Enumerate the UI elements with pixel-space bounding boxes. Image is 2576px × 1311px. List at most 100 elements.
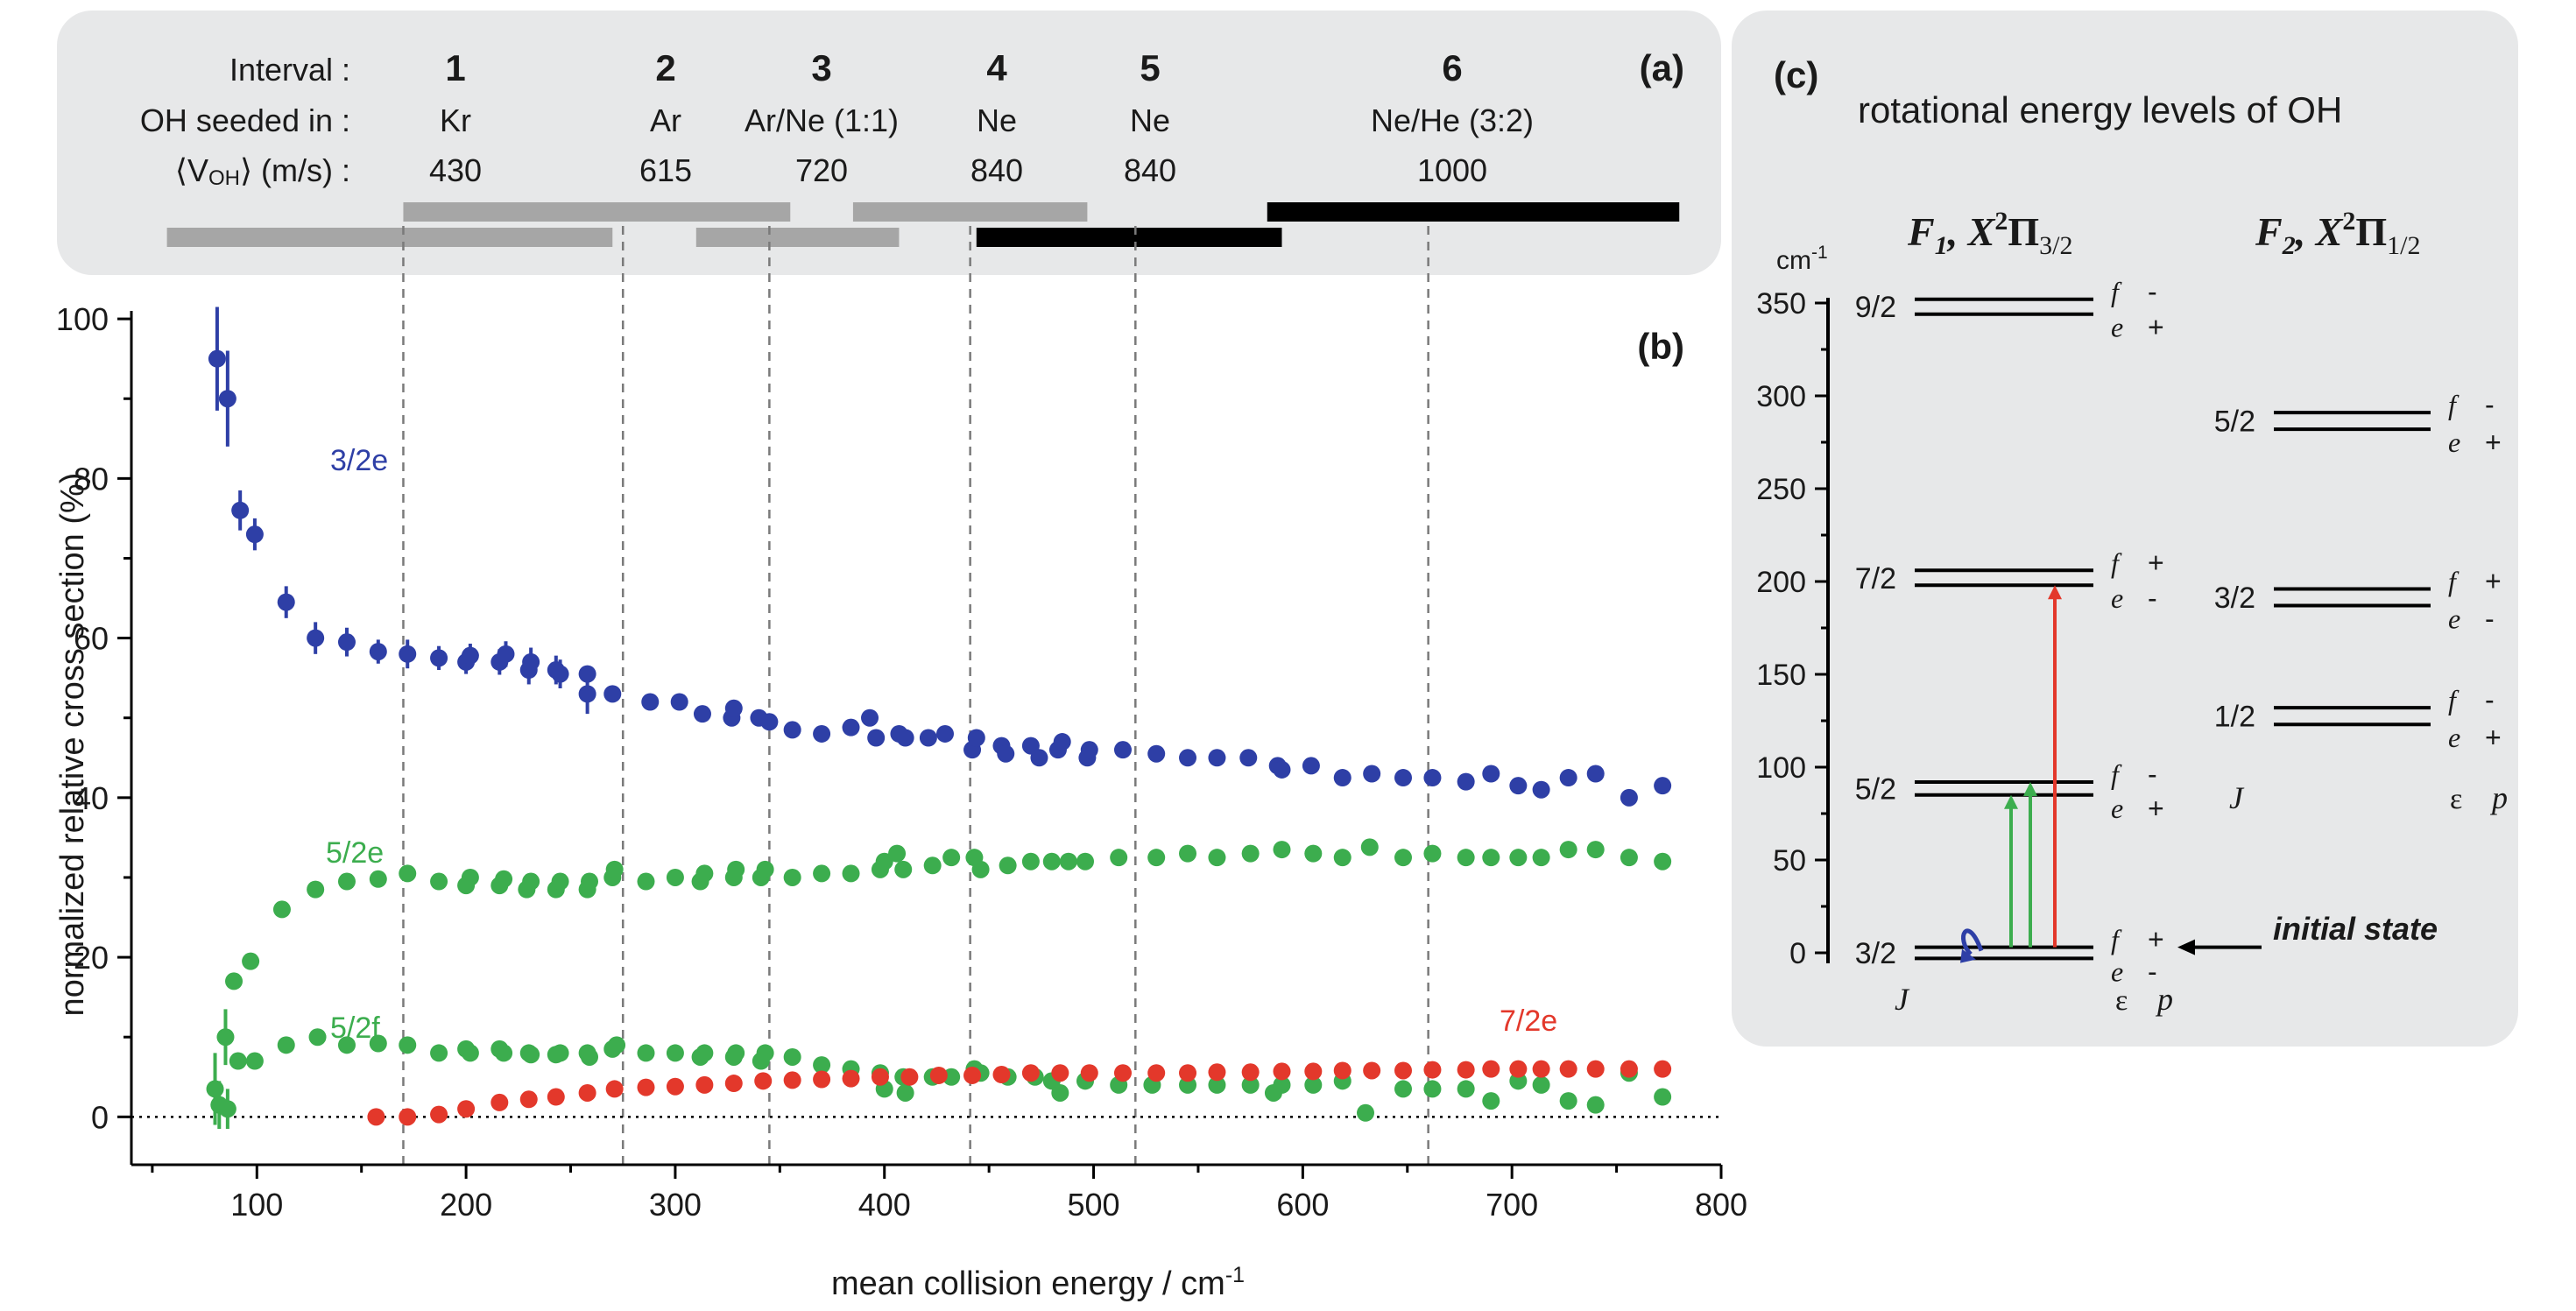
data-point [367, 1108, 385, 1126]
data-point [1532, 1060, 1550, 1078]
interval-divider-lines [402, 226, 1429, 1165]
energy-tick-label: 300 [1756, 380, 1806, 413]
data-point [1423, 1080, 1442, 1098]
data-point [695, 1075, 714, 1094]
series-labels: 3/2e 5/2e 5/2f 7/2e [326, 444, 1557, 1045]
data-point [783, 721, 801, 739]
x-tick-label: 300 [649, 1187, 702, 1223]
data-point [1482, 1060, 1500, 1078]
data-point [1179, 844, 1197, 863]
energy-tick-label: 200 [1756, 566, 1806, 599]
data-point [935, 724, 954, 743]
series-3-2e [208, 307, 1672, 807]
data-point [1042, 852, 1061, 870]
data-point [967, 729, 985, 747]
data-point [430, 1105, 448, 1124]
data-point [1208, 849, 1226, 867]
data-point [1080, 741, 1098, 759]
data-point [490, 1093, 509, 1111]
data-point [1620, 788, 1638, 807]
data-point [461, 1044, 479, 1062]
data-point [783, 868, 801, 886]
data-point [1457, 1080, 1475, 1098]
data-point [547, 1088, 565, 1106]
data-point [369, 643, 387, 661]
energy-tick-label: 350 [1756, 287, 1806, 321]
data-point [1654, 1088, 1672, 1106]
y-tick-label: 0 [91, 1099, 109, 1135]
data-point [813, 1070, 831, 1089]
f1-header: F1, X2Π3/2 [1907, 207, 2073, 260]
series-5-2e [225, 838, 1672, 990]
data-point [1304, 1075, 1323, 1094]
data-point [1302, 757, 1320, 775]
data-point [1620, 1060, 1638, 1078]
f2-col-p: p [2489, 780, 2508, 815]
data-point [522, 652, 540, 671]
data-point [695, 1044, 714, 1062]
data-point [461, 868, 479, 886]
data-point [666, 1044, 684, 1062]
panel-c-title: rotational energy levels of OH [1858, 89, 2342, 130]
data-point [666, 868, 684, 886]
interval-number: 5 [1140, 47, 1160, 88]
data-point [1654, 852, 1672, 870]
data-point [225, 972, 243, 990]
y-tick-label: 100 [56, 301, 109, 337]
data-point [229, 1052, 247, 1070]
data-point [1559, 1060, 1577, 1078]
data-point [1559, 1092, 1577, 1110]
data-point [1423, 1061, 1442, 1079]
data-point [1482, 1092, 1500, 1110]
interval-velocity: 720 [795, 152, 848, 188]
data-point [1239, 749, 1258, 767]
y-axis-title: normalized relative cross section (%) [54, 473, 91, 1017]
data-point [497, 645, 515, 663]
data-point [695, 864, 714, 883]
parity-e-label: e [2448, 426, 2460, 458]
x-tick-label: 700 [1486, 1187, 1538, 1223]
data-point [813, 864, 831, 883]
data-point [1021, 852, 1040, 870]
data-point [813, 1056, 831, 1075]
axes: 100 200 300 400 500 600 700 800 0 20 40 60 80 100 [56, 301, 1747, 1223]
data-point [245, 525, 264, 544]
parity-e-label: e [2448, 603, 2460, 635]
data-point [923, 856, 942, 875]
data-point [551, 872, 569, 891]
data-point [670, 693, 688, 711]
data-point [641, 693, 660, 711]
data-point [992, 1066, 1011, 1084]
parity-sign-lower: + [2148, 312, 2164, 343]
data-point [1030, 749, 1048, 767]
data-point [1208, 1063, 1226, 1082]
chart-panel-b: (b) 100 200 300 400 500 600 700 800020406080100… [54, 226, 1747, 1302]
data-point [495, 1044, 513, 1062]
data-point [1457, 772, 1475, 791]
series-label: 3/2e [330, 444, 388, 477]
data-point [277, 593, 295, 611]
data-point [522, 1046, 540, 1064]
data-point [337, 872, 356, 891]
y-tick-label: 80 [74, 461, 109, 497]
data-point [1586, 1096, 1605, 1114]
level-J-label: 7/2 [1855, 562, 1896, 596]
data-point [727, 860, 745, 878]
data-point [218, 390, 236, 408]
data-point [1208, 1075, 1226, 1094]
level-J-label: 5/2 [2214, 405, 2255, 439]
data-points [206, 307, 1672, 1129]
f2-header: F2, X2Π1/2 [2255, 207, 2421, 260]
x-tick-label: 600 [1276, 1187, 1329, 1223]
data-point [208, 349, 226, 368]
series-7-2e [367, 1060, 1672, 1126]
data-point [997, 744, 1015, 763]
data-point [461, 646, 479, 665]
data-point [399, 645, 417, 663]
interval-seed-gas: Ne [977, 102, 1017, 138]
data-point [1654, 1060, 1672, 1078]
data-point [900, 1068, 919, 1086]
interval-seed-gas: Ar [650, 102, 681, 138]
parity-sign-upper: + [2485, 565, 2502, 596]
interval-range-bar [1267, 202, 1680, 222]
